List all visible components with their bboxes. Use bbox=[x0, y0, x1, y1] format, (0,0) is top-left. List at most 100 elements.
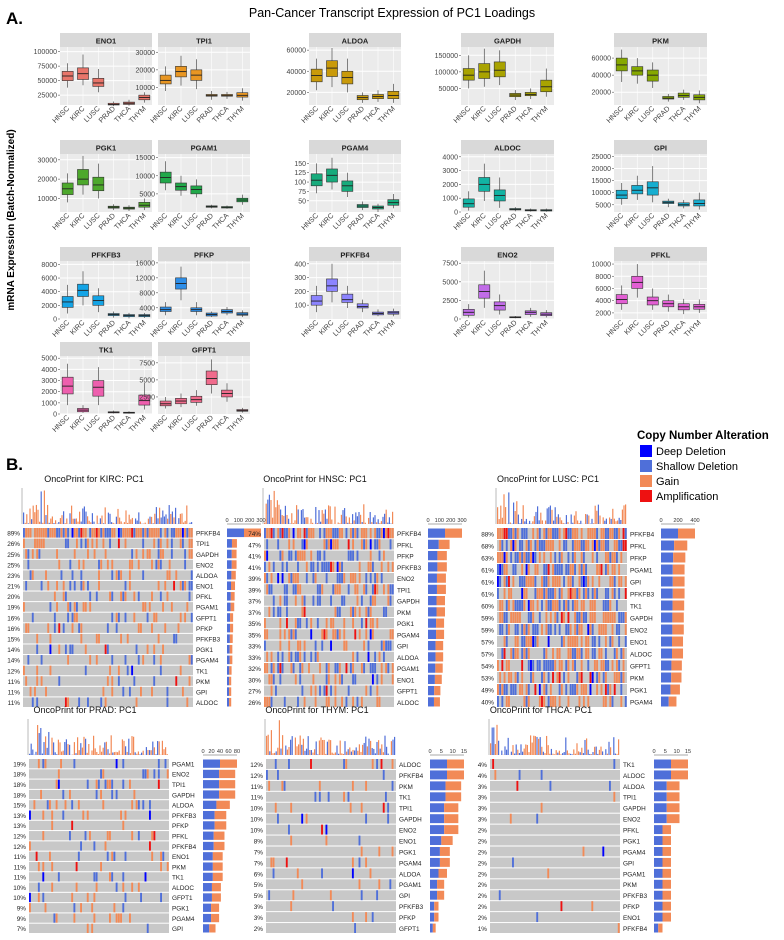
box-thym bbox=[236, 88, 249, 101]
alteration-cell bbox=[142, 538, 145, 549]
alteration-cell bbox=[58, 623, 61, 633]
facet-strip bbox=[461, 140, 554, 154]
alteration-cell bbox=[505, 564, 508, 575]
histogram-bar bbox=[623, 505, 625, 524]
alteration-cell bbox=[354, 674, 357, 685]
y-tick-label: 30000 bbox=[136, 50, 156, 57]
alteration-cell bbox=[86, 810, 89, 820]
box-hnsc bbox=[159, 396, 172, 409]
alteration-cell bbox=[602, 600, 605, 611]
y-tick-label: 6000 bbox=[41, 276, 57, 283]
freq-axis-tick: 15 bbox=[685, 749, 691, 755]
y-tick-label: 0 bbox=[53, 412, 57, 419]
histogram-bar bbox=[618, 739, 620, 755]
y-tick-label: 3000 bbox=[442, 168, 458, 175]
histogram-bar bbox=[93, 521, 95, 524]
alteration-cell bbox=[549, 684, 552, 695]
row-pct-label: 2% bbox=[478, 871, 488, 878]
alteration-cell bbox=[356, 595, 359, 606]
alteration-cell bbox=[288, 629, 291, 640]
alteration-cell bbox=[109, 779, 111, 789]
alteration-cell bbox=[351, 780, 354, 791]
facet-strip bbox=[158, 247, 250, 261]
alteration-cell bbox=[611, 612, 614, 623]
histogram-bar bbox=[45, 515, 47, 524]
alteration-cell bbox=[525, 576, 528, 587]
histogram-bar bbox=[178, 518, 180, 524]
alteration-cell bbox=[332, 629, 335, 640]
oncoprint-row-pfkfb4: 12% PFKFB4 bbox=[13, 841, 225, 851]
row-pct-label: 74% bbox=[248, 531, 261, 538]
y-tick-label: 75 bbox=[298, 189, 306, 196]
row-gene-label: TK1 bbox=[196, 668, 208, 675]
histogram-bar bbox=[345, 516, 347, 524]
row-pct-label: 18% bbox=[13, 772, 26, 779]
alteration-cell bbox=[80, 570, 83, 580]
alteration-cell bbox=[363, 539, 366, 550]
histogram-bar bbox=[171, 511, 173, 524]
alteration-cell bbox=[188, 528, 191, 538]
row-gene-label: ENO2 bbox=[196, 562, 214, 569]
panel-a-label: A. bbox=[6, 9, 23, 28]
alteration-cell bbox=[270, 663, 273, 674]
alteration-cell bbox=[270, 685, 273, 696]
freq-bar-gain bbox=[436, 607, 445, 617]
row-gene-label: TPI1 bbox=[196, 541, 210, 548]
box-thym bbox=[540, 310, 553, 318]
histogram-bar bbox=[315, 741, 317, 755]
oncoprint-row-bg bbox=[497, 540, 627, 551]
alteration-cell bbox=[600, 648, 603, 659]
histogram-bar bbox=[522, 751, 524, 755]
alteration-cell bbox=[286, 528, 288, 539]
alteration-cell bbox=[87, 549, 89, 559]
histogram-bar bbox=[103, 523, 105, 524]
facet-title: GFPT1 bbox=[192, 346, 216, 355]
alteration-cell bbox=[310, 618, 313, 629]
histogram-bar bbox=[329, 506, 331, 524]
histogram-bar bbox=[294, 520, 296, 524]
alteration-cell bbox=[49, 800, 51, 810]
row-pct-label: 12% bbox=[250, 773, 263, 780]
freq-bar-gain bbox=[671, 660, 682, 671]
freq-bar-deletion bbox=[227, 528, 244, 538]
alteration-cell bbox=[554, 552, 557, 563]
alteration-cell bbox=[312, 674, 315, 685]
alteration-cell bbox=[578, 576, 581, 587]
histogram-bar bbox=[285, 745, 287, 755]
freq-bar-deletion bbox=[654, 759, 671, 769]
alteration-cell bbox=[519, 540, 521, 551]
alteration-cell bbox=[343, 595, 346, 606]
row-pct-label: 8% bbox=[254, 838, 264, 845]
alteration-cell bbox=[497, 684, 499, 695]
alteration-cell bbox=[299, 663, 302, 674]
histogram-bar bbox=[112, 522, 114, 524]
alteration-cell bbox=[329, 890, 332, 901]
alteration-cell bbox=[133, 676, 136, 686]
histogram-bar bbox=[354, 750, 356, 755]
histogram-bar bbox=[525, 744, 527, 755]
alteration-cell bbox=[602, 612, 605, 623]
alteration-cell bbox=[124, 528, 127, 538]
freq-bar-deletion bbox=[654, 825, 663, 835]
histogram-bar bbox=[83, 736, 85, 755]
alteration-cell bbox=[547, 600, 550, 611]
alteration-cell bbox=[120, 913, 122, 923]
alteration-cell bbox=[117, 570, 120, 580]
alteration-cell bbox=[166, 686, 169, 697]
alteration-cell bbox=[578, 648, 581, 659]
alteration-cell bbox=[301, 550, 304, 561]
y-tick-label: 7500 bbox=[139, 360, 155, 367]
alteration-cell bbox=[358, 629, 361, 640]
alteration-cell bbox=[558, 552, 561, 563]
alteration-cell bbox=[303, 528, 306, 539]
histogram-bar bbox=[278, 504, 280, 524]
alteration-cell bbox=[316, 595, 319, 606]
alteration-cell bbox=[593, 540, 596, 551]
row-pct-label: 12% bbox=[13, 844, 26, 851]
alteration-cell bbox=[73, 580, 76, 591]
alteration-cell bbox=[179, 538, 182, 549]
histogram-bar bbox=[160, 517, 162, 524]
alteration-cell bbox=[376, 618, 379, 629]
alteration-cell bbox=[343, 629, 346, 640]
row-gene-label: PKM bbox=[399, 784, 413, 791]
